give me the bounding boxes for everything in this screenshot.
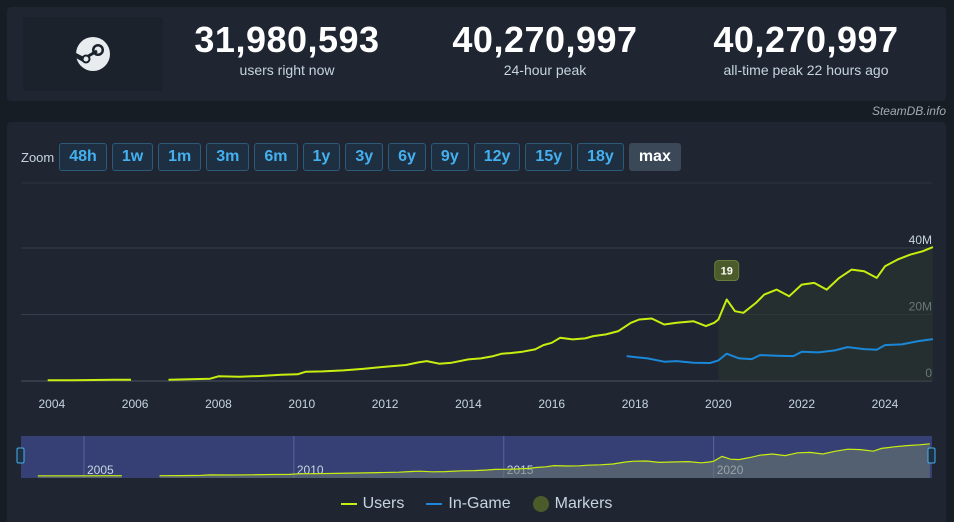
x-tick-label: 2006 [122,397,149,411]
stat-value: 40,270,997 [713,19,899,60]
zoom-button-15y[interactable]: 15y [525,143,573,171]
player-count-chart[interactable]: 020M40M200420062008201020122014201620182… [7,122,946,522]
x-tick-label: 2022 [788,397,815,411]
users-series-line [168,246,934,381]
legend-users-label: Users [362,495,405,512]
zoom-button-12y[interactable]: 12y [473,143,521,171]
stat-label: all-time peak 22 hours ago [723,62,889,78]
zoom-button-1m[interactable]: 1m [158,143,202,171]
users-series-line [47,378,132,382]
navigator-users-line [159,443,930,477]
zoom-button-6y[interactable]: 6y [388,143,426,171]
x-tick-label: 2018 [622,397,649,411]
stat-value: 31,980,593 [194,19,380,60]
stat-all-time-peak: 40,270,997 all-time peak 22 hours ago [691,19,921,79]
legend-item-ingame[interactable]: In-Game [426,495,511,513]
zoom-button-1y[interactable]: 1y [302,143,341,171]
navigator-users-area [159,443,930,478]
x-tick-label: 2014 [455,397,482,411]
legend-ingame-swatch [426,503,443,505]
marker-label: 19 [721,266,733,278]
steamdb-credit-link[interactable]: SteamDB.info [871,104,946,118]
legend-item-markers[interactable]: Markers [532,495,613,513]
x-tick-label: 2004 [38,397,65,411]
steam-logo [23,17,163,91]
zoom-button-max[interactable]: max [628,143,681,171]
x-tick-label: 2024 [872,397,899,411]
stat-24h-peak: 40,270,997 24-hour peak [435,19,655,79]
x-tick-label: 2010 [288,397,315,411]
navigator-tick-label: 2005 [87,463,114,477]
zoom-button-18y[interactable]: 18y [577,143,624,171]
navigator-right-handle[interactable] [927,447,936,464]
legend-users-swatch [340,503,357,505]
zoom-button-9y[interactable]: 9y [430,143,469,171]
zoom-label: Zoom [21,149,55,165]
chart-marker[interactable]: 19 [714,260,740,282]
chart-legend: Users In-Game Markers [7,495,946,513]
stat-users-now: 31,980,593 users right now [177,19,397,79]
stat-value: 40,270,997 [452,19,638,60]
zoom-button-group: 48h 1w 1m 3m 6m 1y 3y 6y 9y 12y 15y 18y max [59,143,686,171]
zoom-button-6m[interactable]: 6m [254,143,298,171]
stat-label: 24-hour peak [503,62,587,78]
x-tick-label: 2012 [372,397,399,411]
x-tick-label: 2016 [538,397,565,411]
stats-panel: 31,980,593 users right now 40,270,997 24… [7,7,946,101]
zoom-controls: Zoom 48h 1w 1m 3m 6m 1y 3y 6y 9y 12y 15y 18y max [21,143,686,171]
x-tick-label: 2020 [705,397,732,411]
legend-markers-label: Markers [554,495,613,512]
steam-logo-icon [76,37,110,71]
users-area-fill [718,247,933,381]
x-tick-label: 2008 [205,397,232,411]
legend-item-users[interactable]: Users [340,495,405,513]
legend-ingame-label: In-Game [448,495,511,512]
zoom-button-3m[interactable]: 3m [206,143,250,171]
navigator-left-handle[interactable] [16,447,25,464]
zoom-button-3y[interactable]: 3y [345,143,384,171]
stat-label: users right now [239,62,335,78]
legend-markers-swatch [532,496,549,512]
ingame-series-line [626,338,934,364]
y-tick-label: 40M [909,233,932,247]
zoom-button-1w[interactable]: 1w [111,143,154,171]
zoom-button-48h[interactable]: 48h [59,143,107,171]
marker-badge [714,260,740,282]
